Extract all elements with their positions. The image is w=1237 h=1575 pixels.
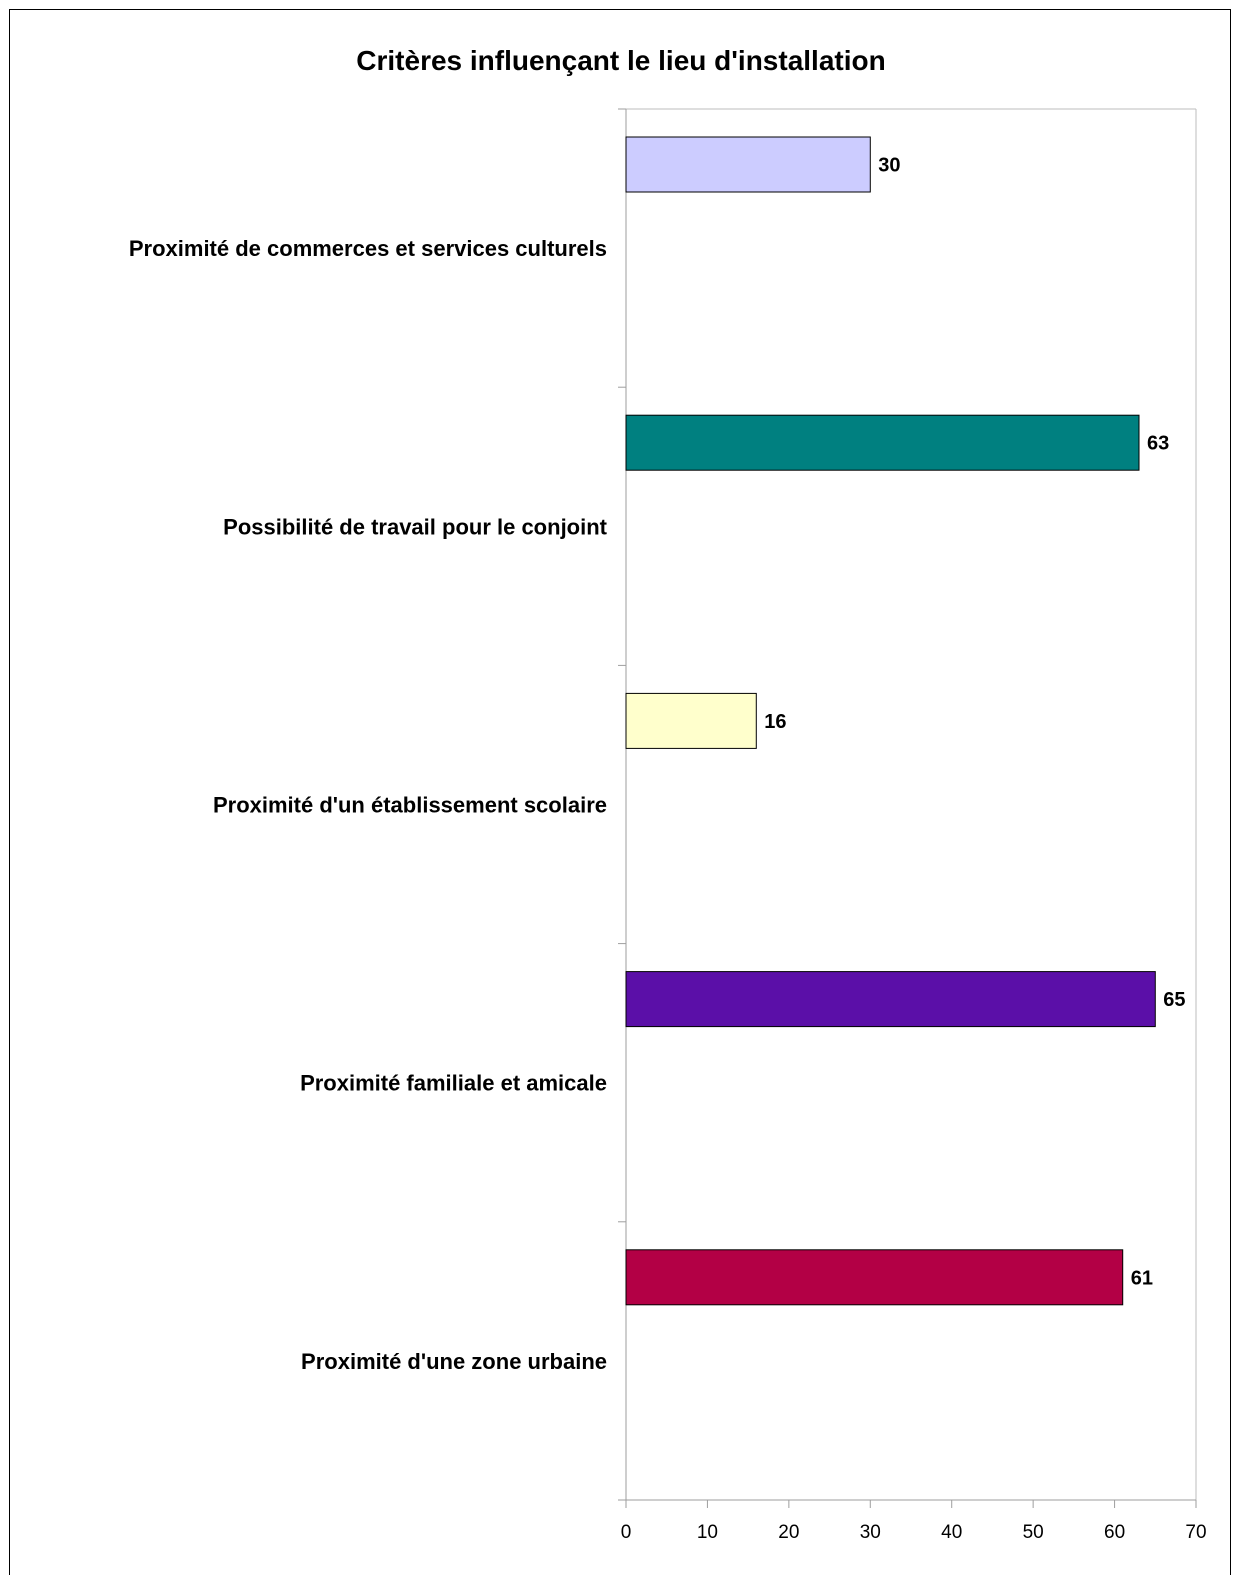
category-label: Proximité de commerces et services cultu… bbox=[129, 236, 607, 261]
category-label: Proximité d'une zone urbaine bbox=[301, 1349, 607, 1374]
bar-value-label: 65 bbox=[1163, 989, 1185, 1011]
bar bbox=[625, 136, 871, 193]
bar-value-label: 61 bbox=[1131, 1267, 1153, 1289]
bar-value-label: 63 bbox=[1147, 433, 1169, 455]
x-tick-label: 70 bbox=[1185, 1522, 1206, 1543]
bar bbox=[625, 1249, 1124, 1306]
x-tick-label: 20 bbox=[778, 1522, 799, 1543]
bar bbox=[625, 971, 1156, 1028]
category-label: Proximité familiale et amicale bbox=[300, 1071, 607, 1096]
bar-value-label: 16 bbox=[764, 711, 786, 733]
x-tick-label: 50 bbox=[1023, 1522, 1044, 1543]
bar-value-label: 30 bbox=[878, 155, 900, 177]
bar bbox=[625, 692, 757, 749]
x-tick-label: 10 bbox=[697, 1522, 718, 1543]
chart-title: Critères influençant le lieu d'installat… bbox=[356, 45, 885, 76]
x-tick-label: 60 bbox=[1104, 1522, 1125, 1543]
chart-frame bbox=[9, 9, 1231, 1575]
bar bbox=[625, 414, 1140, 471]
plot-area: 0 10 20 30 40 50 60 70 30 Proximité de commerces … bbox=[129, 108, 1207, 1543]
x-tick-label: 0 bbox=[621, 1522, 632, 1543]
x-tick-label: 30 bbox=[860, 1522, 881, 1543]
x-tick-label: 40 bbox=[941, 1522, 962, 1543]
category-label: Possibilité de travail pour le conjoint bbox=[223, 514, 608, 539]
category-label: Proximité d'un établissement scolaire bbox=[213, 793, 607, 818]
